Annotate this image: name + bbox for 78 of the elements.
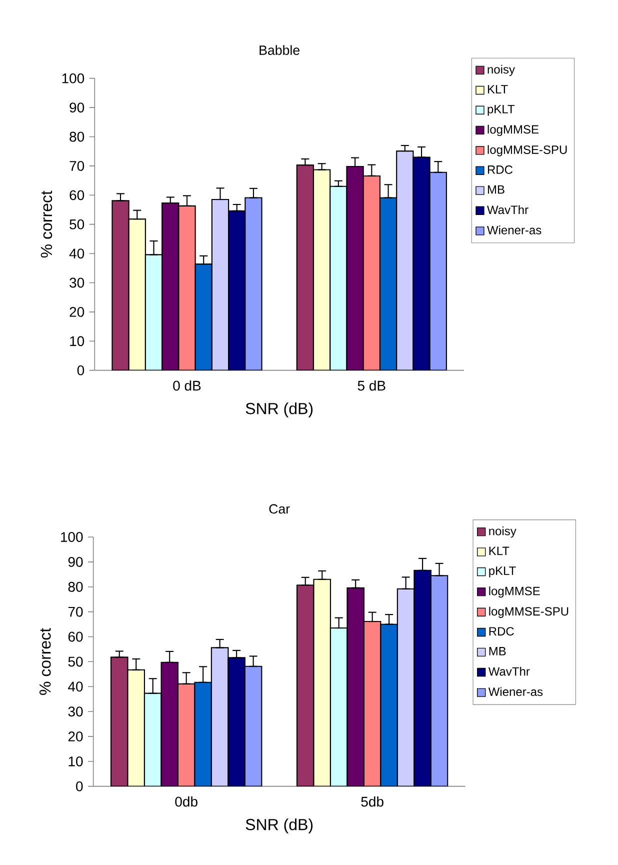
bar bbox=[128, 218, 146, 370]
bar bbox=[346, 587, 364, 786]
x-tick-label: 5 dB bbox=[358, 380, 386, 391]
y-tick-label: 80 bbox=[70, 132, 84, 142]
legend-label: logMMSE-SPU bbox=[488, 145, 567, 156]
bar bbox=[396, 150, 414, 370]
legend-label: MB bbox=[489, 647, 506, 656]
legend-label: logMMSE bbox=[488, 124, 538, 136]
y-axis-title: % correct bbox=[40, 628, 51, 695]
bar bbox=[430, 575, 448, 786]
bar bbox=[112, 200, 130, 370]
bar bbox=[178, 205, 196, 370]
bar bbox=[313, 578, 332, 786]
bar bbox=[194, 682, 212, 786]
chart-title: Babble bbox=[260, 45, 300, 55]
legend-label: RDC bbox=[489, 627, 514, 636]
y-tick-label: 80 bbox=[68, 582, 83, 592]
bar bbox=[144, 692, 162, 786]
bar bbox=[296, 584, 314, 786]
y-tick-label: 60 bbox=[68, 632, 83, 642]
x-axis-title: SNR (dB) bbox=[246, 818, 313, 834]
legend-label: logMMSE-SPU bbox=[489, 606, 568, 618]
bar bbox=[244, 197, 262, 370]
legend-label: Wiener-as bbox=[487, 226, 542, 234]
bar bbox=[110, 656, 128, 786]
x-tick-label: 0 dB bbox=[173, 380, 201, 391]
y-tick-label: 60 bbox=[70, 190, 84, 200]
y-tick-label: 30 bbox=[68, 706, 83, 716]
bar bbox=[162, 202, 180, 370]
x-tick-label: 0db bbox=[175, 796, 198, 807]
y-tick-label: 30 bbox=[70, 278, 84, 288]
y-tick-label: 20 bbox=[68, 732, 83, 742]
y-tick-label: 20 bbox=[70, 306, 84, 317]
x-axis-title: SNR (dB) bbox=[246, 402, 313, 418]
legend-label: MB bbox=[488, 185, 504, 194]
bar bbox=[414, 570, 432, 786]
legend-label: noisy bbox=[488, 64, 515, 76]
legend-label: WavThr bbox=[488, 666, 530, 676]
legend-label: pKLT bbox=[488, 104, 514, 116]
bar bbox=[144, 254, 163, 370]
y-tick-label: 100 bbox=[60, 532, 83, 542]
bar bbox=[429, 172, 447, 370]
bar bbox=[312, 169, 331, 370]
y-tick-label: 70 bbox=[70, 160, 84, 171]
y-tick-label: 10 bbox=[70, 336, 84, 346]
bar bbox=[380, 624, 398, 786]
legend-label: Wiener-as bbox=[488, 687, 543, 696]
bar bbox=[244, 666, 262, 786]
y-tick-label: 40 bbox=[69, 248, 84, 258]
y-tick-label: 40 bbox=[68, 682, 83, 692]
bar bbox=[330, 186, 348, 370]
x-tick-label: 5db bbox=[361, 796, 384, 807]
y-axis-title: % correct bbox=[40, 190, 52, 258]
legend-label: KLT bbox=[488, 85, 508, 94]
y-tick-label: 50 bbox=[70, 219, 84, 230]
legend-label: logMMSE bbox=[489, 586, 540, 598]
y-tick-label: 0 bbox=[77, 365, 84, 376]
legend-label: noisy bbox=[489, 526, 516, 538]
legend-label: RDC bbox=[488, 165, 513, 174]
bar bbox=[160, 662, 178, 786]
bar bbox=[211, 198, 230, 370]
bar bbox=[330, 627, 348, 786]
y-tick-label: 50 bbox=[68, 656, 83, 667]
legend-label: WavThr bbox=[487, 205, 528, 214]
bar bbox=[362, 175, 381, 370]
bar bbox=[228, 657, 246, 786]
y-tick-label: 90 bbox=[70, 102, 84, 113]
legend-label: pKLT bbox=[489, 566, 516, 578]
bar bbox=[127, 669, 146, 786]
bar bbox=[346, 166, 364, 370]
y-tick-label: 90 bbox=[68, 556, 83, 567]
y-tick-label: 10 bbox=[68, 756, 83, 766]
y-tick-label: 0 bbox=[76, 781, 83, 792]
chart-title: Car bbox=[269, 504, 290, 514]
y-tick-label: 100 bbox=[62, 73, 84, 84]
y-tick-label: 70 bbox=[68, 606, 83, 617]
bar bbox=[296, 164, 314, 370]
legend-label: KLT bbox=[489, 546, 510, 556]
